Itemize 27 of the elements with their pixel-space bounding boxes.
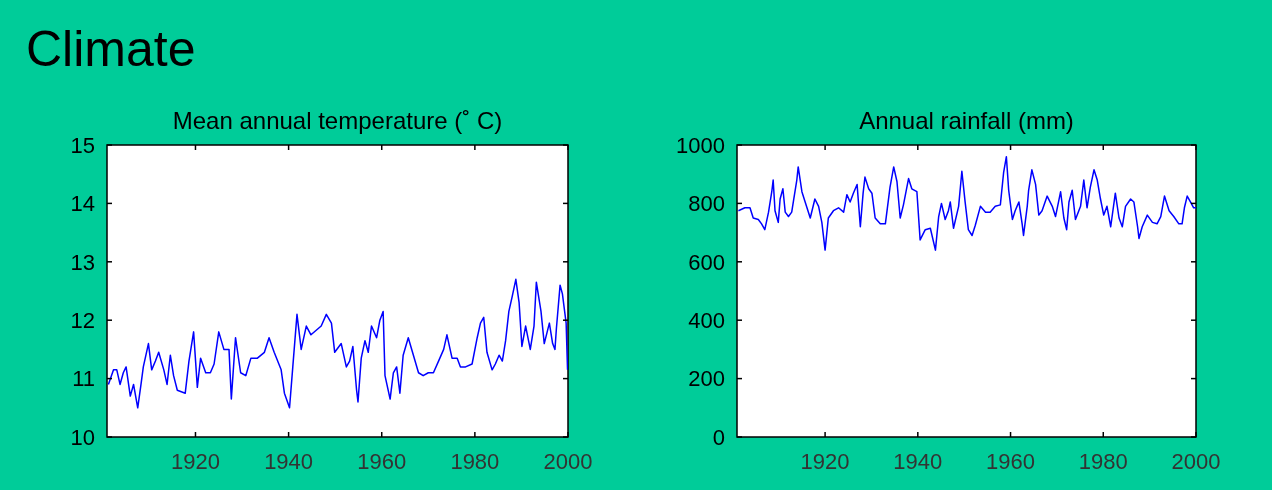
chart-title: Annual rainfall (mm) xyxy=(859,107,1074,134)
y-tick-label: 15 xyxy=(70,132,95,158)
line-series xyxy=(107,278,568,409)
y-tick-label: 0 xyxy=(712,424,725,450)
y-tick-label: 11 xyxy=(72,366,95,392)
x-tick-label: 1980 xyxy=(1078,449,1128,474)
x-tick-label: 1960 xyxy=(986,449,1036,474)
y-tick-label: 200 xyxy=(688,366,725,392)
x-tick-label: 1920 xyxy=(800,449,850,474)
y-tick-label: 10 xyxy=(70,424,95,450)
y-tick-label: 14 xyxy=(70,191,95,217)
x-tick-label: 1980 xyxy=(450,449,500,474)
y-tick-label: 13 xyxy=(70,249,95,275)
line-series xyxy=(737,155,1196,251)
text: Climate xyxy=(26,21,196,77)
x-tick-label: 2000 xyxy=(1171,449,1221,474)
x-tick-label: 2000 xyxy=(543,449,593,474)
x-tick-label: 1960 xyxy=(357,449,407,474)
x-tick-label: 1920 xyxy=(171,449,220,474)
x-tick-label: 1940 xyxy=(893,449,943,474)
y-tick-label: 400 xyxy=(688,307,725,333)
y-tick-label: 12 xyxy=(70,307,95,333)
y-tick-label: 600 xyxy=(688,249,725,275)
chart-title: Mean annual temperature (˚ C) xyxy=(172,107,503,134)
y-tick-label: 800 xyxy=(688,191,725,217)
x-tick-label: 1940 xyxy=(264,449,314,474)
y-tick-label: 1000 xyxy=(676,132,725,158)
